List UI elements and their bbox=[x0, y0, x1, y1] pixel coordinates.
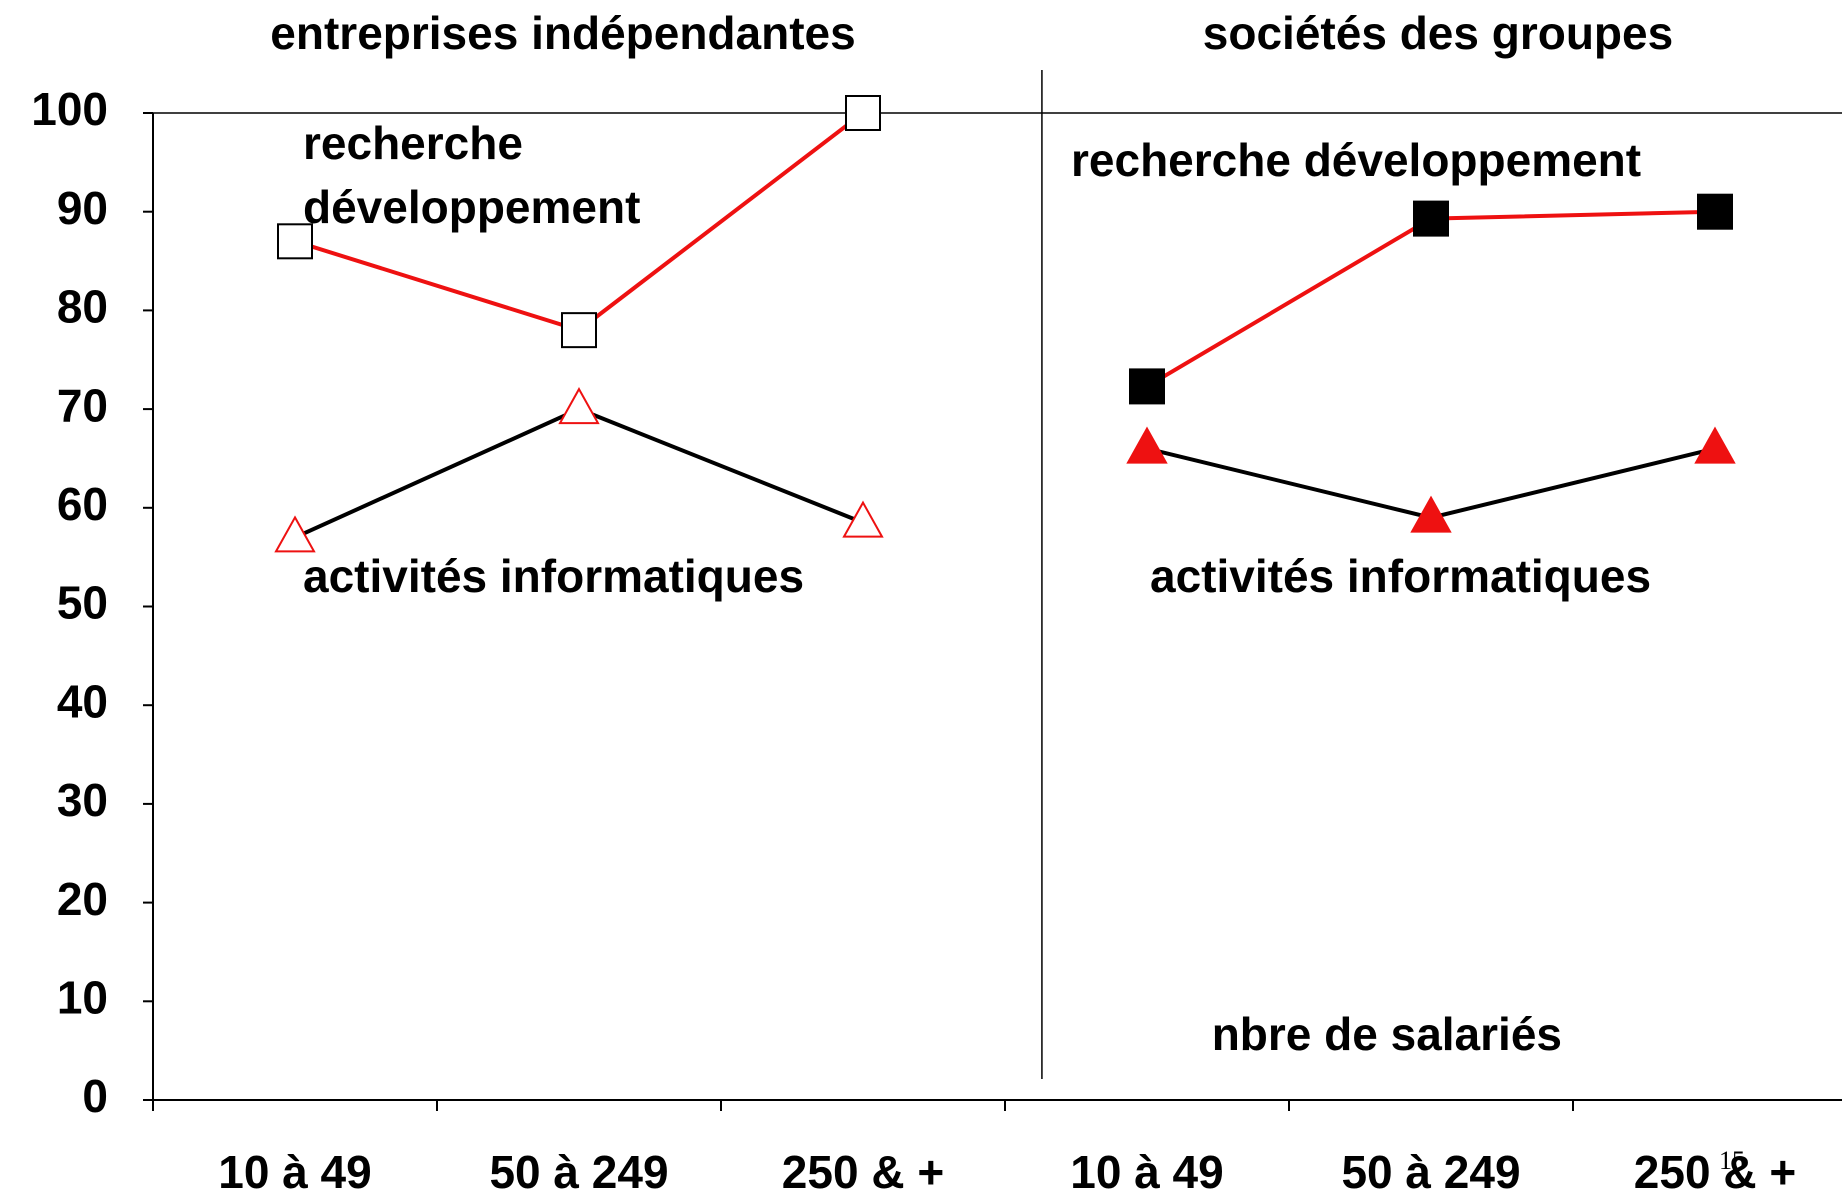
y-tick-label: 0 bbox=[82, 1070, 108, 1122]
page-number: 15 bbox=[1719, 1146, 1745, 1175]
x-tick-label: 250 & + bbox=[782, 1146, 944, 1198]
y-tick-label: 60 bbox=[57, 478, 108, 530]
series-label: recherche développement bbox=[1071, 134, 1641, 186]
marker bbox=[277, 223, 313, 260]
series-label: activités informatiques bbox=[1150, 550, 1651, 602]
panel-title: sociétés des groupes bbox=[1203, 7, 1673, 59]
marker bbox=[845, 95, 881, 131]
panel-title: entreprises indépendantes bbox=[270, 7, 855, 59]
y-tick-label: 10 bbox=[57, 971, 108, 1023]
x-tick-label: 50 à 249 bbox=[1341, 1146, 1520, 1198]
x-tick-label: 250 & + bbox=[1634, 1146, 1796, 1198]
y-tick-label: 80 bbox=[57, 281, 108, 333]
marker bbox=[1697, 193, 1733, 230]
marker bbox=[558, 387, 600, 425]
series-line bbox=[1145, 209, 1716, 389]
y-tick-label: 70 bbox=[57, 379, 108, 431]
series-label: activités informatiques bbox=[303, 550, 804, 602]
x-axis-label: nbre de salariés bbox=[1212, 1008, 1562, 1060]
marker bbox=[1413, 200, 1449, 237]
marker bbox=[274, 515, 316, 553]
x-tick-label: 50 à 249 bbox=[489, 1146, 668, 1198]
marker bbox=[1126, 426, 1168, 464]
x-tick-label: 10 à 49 bbox=[1070, 1146, 1223, 1198]
y-tick-label: 30 bbox=[57, 774, 108, 826]
marker bbox=[1694, 426, 1736, 464]
x-tick-label: 10 à 49 bbox=[218, 1146, 371, 1198]
marker bbox=[1410, 495, 1452, 533]
y-tick-label: 90 bbox=[57, 182, 108, 234]
marker bbox=[561, 312, 597, 349]
marker bbox=[842, 500, 884, 538]
series-line bbox=[294, 406, 864, 540]
y-tick-label: 100 bbox=[31, 83, 108, 135]
y-tick-label: 50 bbox=[57, 577, 108, 629]
marker bbox=[1129, 368, 1165, 405]
y-tick-label: 40 bbox=[57, 675, 108, 727]
y-tick-label: 20 bbox=[57, 873, 108, 925]
series-label: recherche développement bbox=[303, 117, 640, 233]
